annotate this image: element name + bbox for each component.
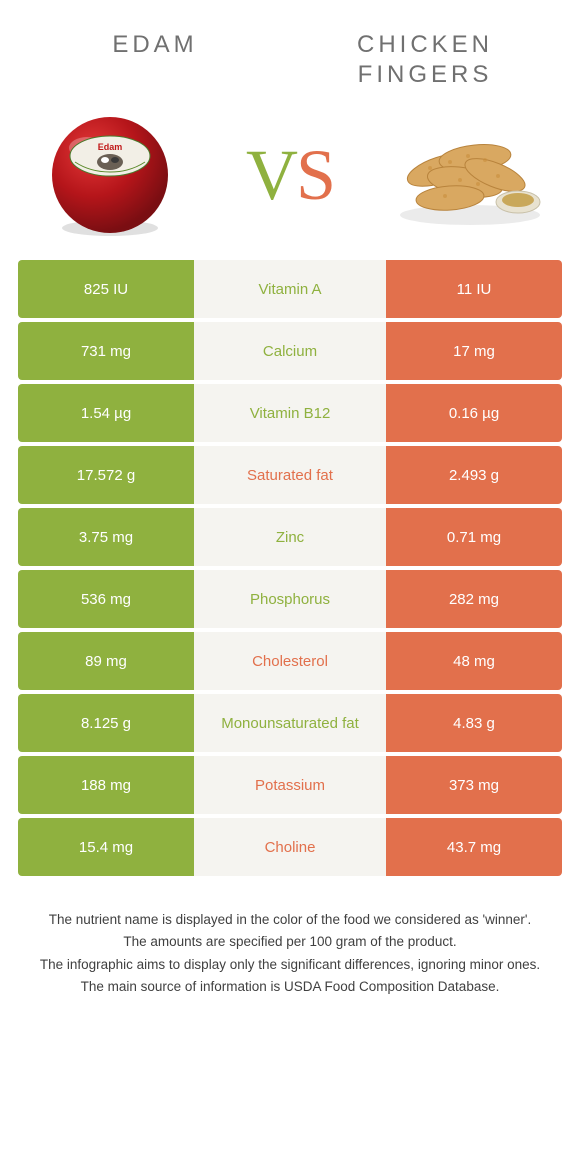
right-value-cell: 43.7 mg xyxy=(386,818,562,876)
table-row: 825 IUVitamin A11 IU xyxy=(18,260,562,318)
left-value-cell: 188 mg xyxy=(18,756,194,814)
left-value-cell: 1.54 µg xyxy=(18,384,194,442)
left-value-cell: 825 IU xyxy=(18,260,194,318)
nutrient-label-cell: Vitamin B12 xyxy=(194,384,386,442)
right-value-cell: 373 mg xyxy=(386,756,562,814)
left-food-image: Edam xyxy=(30,110,190,240)
left-value-cell: 89 mg xyxy=(18,632,194,690)
header: EDAM CHICKEN FINGERS xyxy=(0,0,580,100)
table-row: 17.572 gSaturated fat2.493 g xyxy=(18,446,562,504)
right-value-cell: 2.493 g xyxy=(386,446,562,504)
footer-line: The amounts are specified per 100 gram o… xyxy=(28,932,552,952)
left-value-cell: 731 mg xyxy=(18,322,194,380)
vs-v: V xyxy=(246,135,296,215)
right-value-cell: 0.16 µg xyxy=(386,384,562,442)
footer-notes: The nutrient name is displayed in the co… xyxy=(0,880,580,997)
right-value-cell: 282 mg xyxy=(386,570,562,628)
left-value-cell: 536 mg xyxy=(18,570,194,628)
left-value-cell: 3.75 mg xyxy=(18,508,194,566)
right-value-cell: 0.71 mg xyxy=(386,508,562,566)
table-row: 3.75 mgZinc0.71 mg xyxy=(18,508,562,566)
table-row: 8.125 gMonounsaturated fat4.83 g xyxy=(18,694,562,752)
versus-row: Edam VS xyxy=(0,100,580,260)
table-row: 15.4 mgCholine43.7 mg xyxy=(18,818,562,876)
nutrient-label-cell: Monounsaturated fat xyxy=(194,694,386,752)
nutrient-label-cell: Zinc xyxy=(194,508,386,566)
nutrient-label-cell: Choline xyxy=(194,818,386,876)
footer-line: The infographic aims to display only the… xyxy=(28,955,552,975)
footer-line: The main source of information is USDA F… xyxy=(28,977,552,997)
vs-s: S xyxy=(296,135,334,215)
nutrient-label-cell: Calcium xyxy=(194,322,386,380)
table-row: 89 mgCholesterol48 mg xyxy=(18,632,562,690)
right-value-cell: 4.83 g xyxy=(386,694,562,752)
table-row: 536 mgPhosphorus282 mg xyxy=(18,570,562,628)
right-food-title: CHICKEN FINGERS xyxy=(290,30,560,90)
vs-label: VS xyxy=(246,134,334,217)
nutrient-label-cell: Saturated fat xyxy=(194,446,386,504)
table-row: 1.54 µgVitamin B120.16 µg xyxy=(18,384,562,442)
left-value-cell: 15.4 mg xyxy=(18,818,194,876)
left-value-cell: 8.125 g xyxy=(18,694,194,752)
svg-text:Edam: Edam xyxy=(98,142,123,152)
right-food-image xyxy=(390,110,550,240)
table-row: 188 mgPotassium373 mg xyxy=(18,756,562,814)
left-value-cell: 17.572 g xyxy=(18,446,194,504)
nutrient-label-cell: Vitamin A xyxy=(194,260,386,318)
right-value-cell: 17 mg xyxy=(386,322,562,380)
footer-line: The nutrient name is displayed in the co… xyxy=(28,910,552,930)
right-value-cell: 48 mg xyxy=(386,632,562,690)
header-right: CHICKEN FINGERS xyxy=(290,30,560,90)
right-value-cell: 11 IU xyxy=(386,260,562,318)
left-food-title: EDAM xyxy=(20,30,290,60)
nutrient-label-cell: Cholesterol xyxy=(194,632,386,690)
nutrition-table: 825 IUVitamin A11 IU731 mgCalcium17 mg1.… xyxy=(0,260,580,876)
edam-cheese-icon: Edam xyxy=(45,110,175,240)
table-row: 731 mgCalcium17 mg xyxy=(18,322,562,380)
chicken-fingers-icon xyxy=(390,120,550,230)
nutrient-label-cell: Phosphorus xyxy=(194,570,386,628)
header-left: EDAM xyxy=(20,30,290,60)
nutrient-label-cell: Potassium xyxy=(194,756,386,814)
